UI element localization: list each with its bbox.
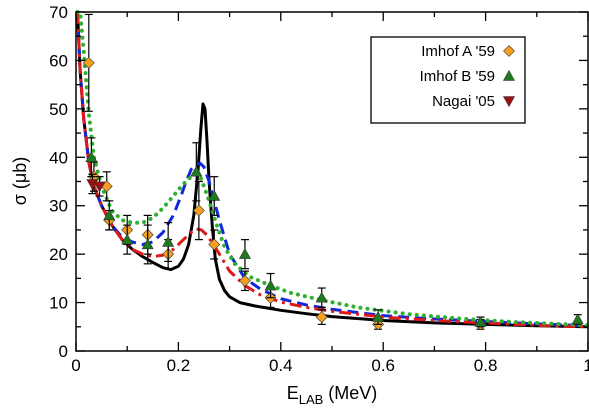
data-point-triangle-down bbox=[93, 181, 106, 193]
x-axis-unit: (MeV) bbox=[328, 383, 377, 403]
data-points bbox=[82, 13, 584, 331]
y-tick-label: 50 bbox=[49, 100, 68, 119]
axis-ticks bbox=[75, 11, 589, 352]
y-tick-label: 20 bbox=[49, 245, 68, 264]
curve-dash-dot bbox=[76, 11, 589, 329]
x-tick-label: 0.4 bbox=[269, 356, 293, 375]
data-point-triangle-up bbox=[264, 279, 277, 291]
legend-marker-triangle-up bbox=[502, 69, 516, 81]
data-point-diamond bbox=[208, 238, 221, 251]
legend-label: Imhof A '59 bbox=[421, 43, 495, 60]
data-point-triangle-up bbox=[571, 313, 584, 325]
legend-marker-triangle-down bbox=[502, 96, 516, 108]
y-tick-label: 10 bbox=[49, 294, 68, 313]
x-axis-subscript: LAB bbox=[299, 392, 324, 407]
y-tick-label: 60 bbox=[49, 51, 68, 70]
x-axis-title: ELAB (MeV) bbox=[287, 383, 378, 407]
data-point-diamond bbox=[239, 274, 251, 287]
legend-label: Imhof B '59 bbox=[420, 68, 495, 85]
y-tick-label: 30 bbox=[49, 197, 68, 216]
data-point-triangle-up bbox=[162, 235, 175, 247]
data-point-triangle-up bbox=[238, 248, 251, 259]
x-tick-label: 0 bbox=[71, 356, 80, 375]
x-tick-label: 0.8 bbox=[474, 356, 498, 375]
y-tick-label: 40 bbox=[49, 148, 68, 167]
legend-label: Nagai '05 bbox=[432, 93, 495, 110]
y-tick-label: 0 bbox=[59, 342, 68, 361]
legend-marker-diamond bbox=[503, 45, 515, 57]
data-point-triangle-up bbox=[85, 151, 98, 162]
data-point-triangle-up bbox=[372, 310, 385, 322]
data-point-triangle-up bbox=[190, 165, 203, 177]
data-point-triangle-up bbox=[315, 291, 328, 303]
data-point-triangle-up bbox=[474, 315, 487, 327]
data-point-triangle-up bbox=[208, 189, 221, 201]
x-axis-symbol: E bbox=[287, 383, 299, 403]
y-tick-label: 70 bbox=[49, 3, 68, 22]
y-axis-title: σ (μb) bbox=[10, 157, 30, 205]
data-point-diamond bbox=[315, 311, 328, 324]
data-point-triangle-up bbox=[121, 233, 134, 245]
x-tick-label: 0.2 bbox=[167, 356, 191, 375]
data-point-triangle-up bbox=[103, 209, 116, 221]
x-tick-label: 1 bbox=[583, 356, 589, 375]
legend-box bbox=[370, 36, 526, 124]
data-point-diamond bbox=[82, 56, 95, 69]
data-point-diamond bbox=[192, 204, 205, 217]
x-tick-label: 0.6 bbox=[371, 356, 395, 375]
legend: Imhof A '59 Imhof B '59 Nagai '05 bbox=[370, 36, 526, 124]
data-point-triangle-up bbox=[141, 238, 154, 250]
